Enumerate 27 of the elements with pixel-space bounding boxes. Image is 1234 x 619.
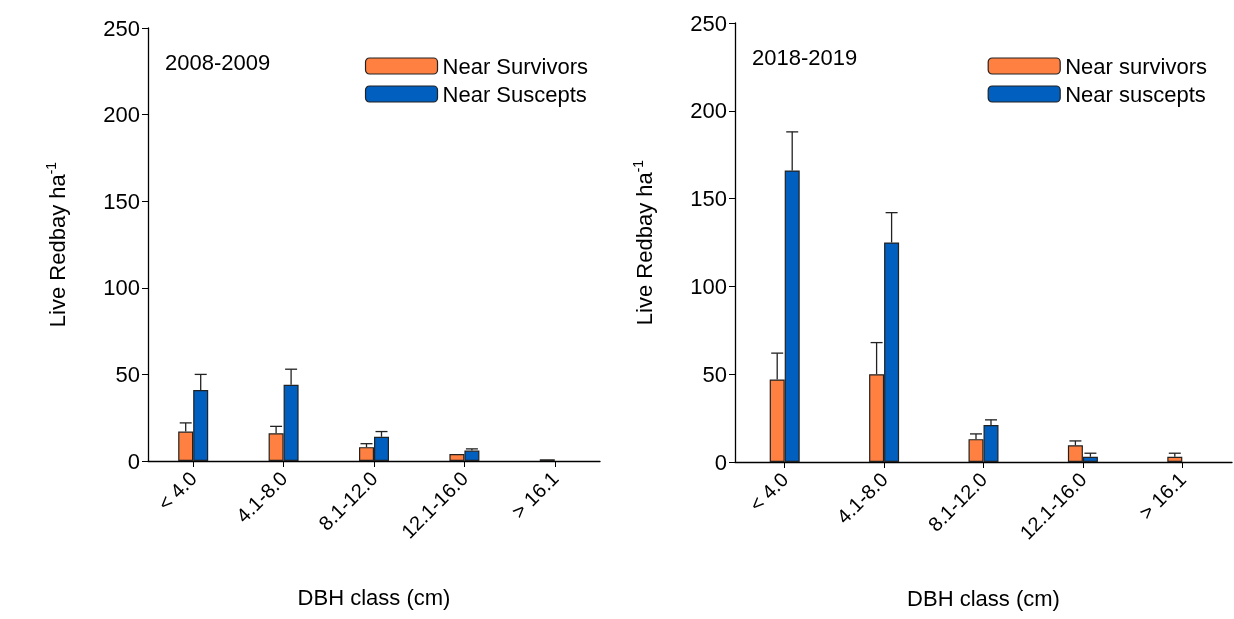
- y-tick-label: 0: [714, 449, 727, 475]
- y-tick-label: 100: [690, 273, 727, 299]
- bar: [1167, 456, 1183, 462]
- y-tick-label: 250: [690, 10, 727, 36]
- y-axis-title: Live Redbay ha-1: [630, 159, 657, 326]
- legend-label: Near suscepts: [1065, 81, 1206, 107]
- x-tick-label: > 16.1: [507, 467, 563, 523]
- y-tick-label: 100: [103, 275, 140, 301]
- legend-label: Near survivors: [1065, 53, 1207, 79]
- x-axis-title: DBH class (cm): [297, 584, 451, 610]
- y-tick-label: 250: [103, 15, 140, 41]
- y-tick-label: 0: [127, 448, 140, 474]
- y-axis-title: Live Redbay ha-1: [43, 161, 70, 328]
- x-axis-title: DBH class (cm): [907, 585, 1060, 611]
- legend-label: Near Survivors: [442, 53, 588, 79]
- y-tick-label: 200: [103, 102, 140, 128]
- text: 2018-2019: [752, 44, 858, 70]
- x-tick-label: < 4.0: [153, 467, 201, 515]
- y-tick-label: 50: [115, 361, 140, 387]
- x-tick-label: < 4.0: [745, 468, 793, 516]
- y-tick-label: 150: [690, 186, 727, 212]
- y-tick-label: 150: [103, 188, 140, 214]
- text: 2008-2009: [165, 49, 271, 75]
- legend-label: Near Suscepts: [442, 81, 587, 107]
- y-tick-label: 50: [702, 361, 727, 387]
- y-tick-label: 200: [690, 98, 727, 124]
- x-tick-label: > 16.1: [1134, 468, 1191, 524]
